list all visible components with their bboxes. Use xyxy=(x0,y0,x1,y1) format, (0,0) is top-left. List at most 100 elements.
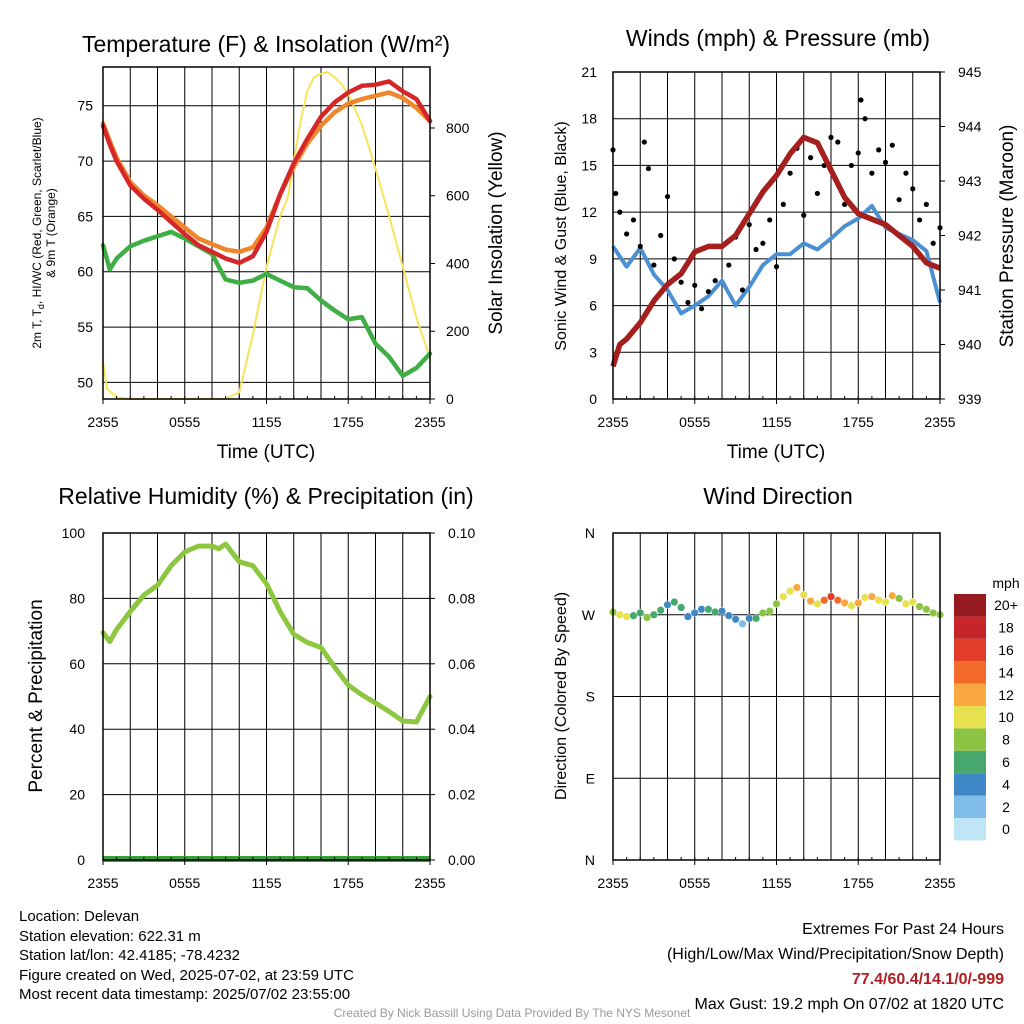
y2-tick-label: 944 xyxy=(958,119,982,135)
gust-point xyxy=(923,201,929,207)
direction-point xyxy=(711,608,720,617)
direction-point xyxy=(901,599,910,608)
temp-chart-title: Temperature (F) & Insolation (W/m²) xyxy=(82,31,450,57)
gust-point xyxy=(828,134,834,140)
colorbar-label: 16 xyxy=(998,642,1014,658)
y-tick-label: 100 xyxy=(62,525,86,541)
colorbar-swatch xyxy=(954,616,986,639)
direction-point xyxy=(765,607,774,616)
x-tick-label: 1155 xyxy=(761,414,791,430)
direction-point xyxy=(643,613,652,622)
winds-y2-axis-label: Station Pressure (Maroon) xyxy=(997,125,1018,348)
direction-point xyxy=(622,612,631,621)
y2-tick-label: 940 xyxy=(958,337,982,353)
direction-point xyxy=(833,596,842,605)
winds-panel: Winds (mph) & Pressure (mb) 2355 0555 1155… xyxy=(553,25,1018,463)
colorbar-swatch xyxy=(954,638,986,662)
direction-point xyxy=(752,614,761,623)
direction-point xyxy=(929,608,938,617)
gust-point xyxy=(664,193,671,200)
gust-point xyxy=(739,287,746,293)
gust-point xyxy=(835,139,841,145)
direction-point xyxy=(820,596,829,605)
direction-point xyxy=(704,605,713,614)
y-tick-label: 60 xyxy=(77,264,93,280)
x-tick-label: 1155 xyxy=(251,414,281,430)
y2-tick-label: 0.00 xyxy=(448,852,475,868)
temperature-panel: Temperature (F) & Insolation (W/m²) 2355… xyxy=(30,31,507,463)
y2-tick-label: 0.02 xyxy=(448,787,475,803)
x-tick-label: 2355 xyxy=(87,414,118,430)
colorbar-label: 8 xyxy=(1002,732,1010,748)
gust-point xyxy=(678,279,684,285)
y2-tick-label: 200 xyxy=(446,323,470,339)
y2-tick-label: 943 xyxy=(958,173,982,189)
y-tick-label: 80 xyxy=(69,590,85,606)
direction-point xyxy=(731,615,740,624)
direction-point xyxy=(827,592,836,601)
colorbar-swatch xyxy=(954,661,986,684)
humidity-y-axis-label: Percent & Precipitation xyxy=(26,599,47,792)
direction-point xyxy=(847,601,856,610)
wind-direction-panel: Wind Direction 2355 0555 1155 1755 2355NESWN… xyxy=(553,483,1020,891)
gust-point xyxy=(712,278,718,284)
direction-point xyxy=(888,591,897,600)
colorbar-swatch xyxy=(954,818,986,841)
x-tick-label: 2355 xyxy=(597,414,628,430)
winds-chart-title: Winds (mph) & Pressure (mb) xyxy=(626,25,930,51)
colorbar-swatch xyxy=(954,750,986,774)
x-tick-label: 2355 xyxy=(414,875,445,891)
direction-point xyxy=(779,592,788,601)
gust-point xyxy=(773,264,780,270)
x-tick-label: 0555 xyxy=(679,414,710,430)
y2-tick-label: 0 xyxy=(446,391,454,407)
temp-x-axis-label: Time (UTC) xyxy=(217,442,316,463)
y-tick-label: 6 xyxy=(589,298,597,314)
location-text: Location: Delevan xyxy=(19,908,140,925)
y-tick-label: E xyxy=(586,770,595,786)
colorbar-label: 12 xyxy=(998,687,1014,703)
direction-point xyxy=(697,605,706,614)
gust-point xyxy=(807,155,814,161)
speed-colorbar: 0 2 4 6 8 10 12 14 16 18 20+ xyxy=(954,594,1018,841)
colorbar-title: mph xyxy=(992,575,1019,591)
series-line xyxy=(100,79,433,266)
gust-point xyxy=(645,165,652,172)
extremes-values: 77.4/60.4/14.1/0/-999 xyxy=(851,971,1004,988)
station-info: Location: Delevan Station elevation: 622… xyxy=(19,907,354,1005)
gust-point xyxy=(726,262,732,268)
gust-point xyxy=(746,222,752,228)
humidity-line xyxy=(100,541,433,725)
gust-point xyxy=(692,282,698,288)
gust-point xyxy=(671,256,677,262)
temp-y-axis-label-line2: & 9m T (Orange) xyxy=(44,188,58,278)
colorbar-label: 20+ xyxy=(994,597,1018,613)
y-tick-label: 50 xyxy=(77,374,93,390)
gust-point xyxy=(869,170,875,176)
gust-point xyxy=(651,262,657,268)
gust-point xyxy=(624,231,630,237)
credit-text: Created By Nick Bassill Using Data Provi… xyxy=(333,1006,691,1020)
direction-point xyxy=(813,599,822,608)
y-tick-label: 0 xyxy=(589,391,597,407)
gust-point xyxy=(698,306,705,312)
colorbar-swatch xyxy=(954,795,986,818)
y-tick-label: W xyxy=(582,607,596,623)
x-tick-label: 1755 xyxy=(333,875,364,891)
direction-point xyxy=(718,607,727,616)
colorbar-label: 6 xyxy=(1002,754,1010,770)
colorbar-swatch xyxy=(954,594,986,617)
y2-tick-label: 945 xyxy=(958,64,982,80)
gust-point xyxy=(862,116,868,122)
gust-point xyxy=(760,240,766,246)
colorbar-label: 0 xyxy=(1002,821,1010,837)
direction-point xyxy=(724,611,733,620)
colorbar-swatch xyxy=(954,728,986,751)
x-tick-label: 0555 xyxy=(169,414,200,430)
direction-point xyxy=(867,592,876,601)
y-tick-label: 18 xyxy=(581,111,597,127)
gust-point xyxy=(930,240,936,246)
gust-point xyxy=(903,170,909,176)
y-tick-label: 55 xyxy=(77,319,93,335)
gust-point xyxy=(705,288,711,295)
